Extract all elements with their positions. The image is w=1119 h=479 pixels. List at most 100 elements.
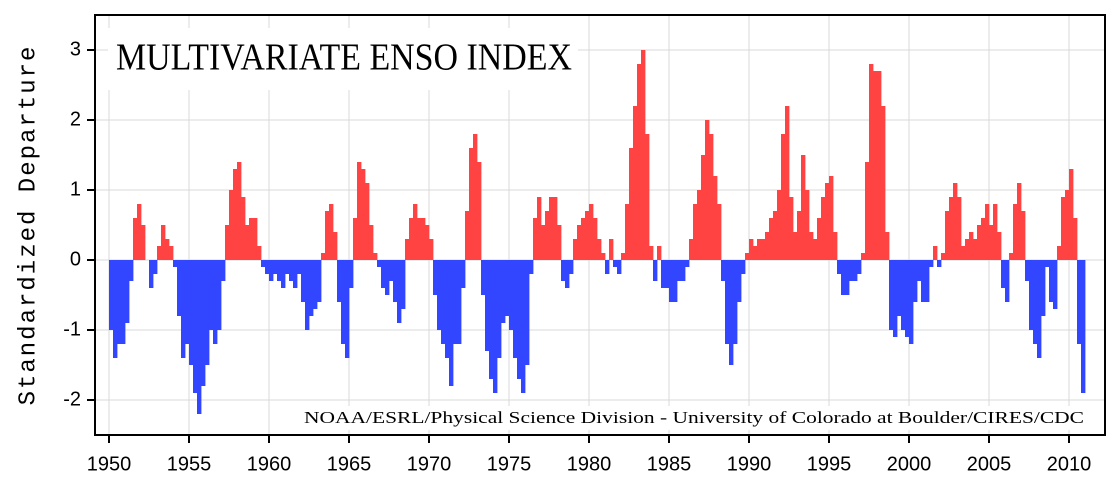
bar (997, 232, 1002, 260)
bar (557, 225, 562, 260)
bar (801, 155, 806, 260)
bar (793, 232, 798, 260)
bar (513, 260, 518, 358)
bar (677, 260, 682, 281)
bar (517, 260, 522, 379)
bar (329, 204, 334, 260)
bar (825, 183, 830, 260)
bar (785, 106, 790, 260)
bar (653, 260, 658, 281)
bar (525, 260, 530, 365)
bar (957, 197, 962, 260)
bar (185, 260, 190, 344)
bar (937, 260, 942, 267)
bar (321, 253, 326, 260)
bar (353, 218, 358, 260)
bar (269, 260, 274, 281)
bar (205, 260, 210, 365)
bar (337, 260, 342, 302)
bar (777, 190, 782, 260)
bar (257, 246, 262, 260)
bar (277, 260, 282, 281)
bar (613, 260, 618, 267)
bar (369, 225, 374, 260)
bar (461, 260, 466, 288)
bar (333, 232, 338, 260)
bar (833, 232, 838, 260)
bar (561, 260, 566, 281)
bar (881, 106, 886, 260)
bar (285, 260, 290, 274)
bar (209, 260, 214, 330)
bar (605, 260, 610, 274)
bar (1001, 260, 1006, 288)
bar (781, 134, 786, 260)
bar (241, 197, 246, 260)
bar (485, 260, 490, 351)
bar (157, 246, 162, 260)
bar (249, 218, 254, 260)
bar (925, 260, 930, 302)
bar (909, 260, 914, 344)
bar (649, 246, 654, 260)
bar (749, 239, 754, 260)
bar (193, 260, 198, 393)
bar (1077, 260, 1082, 344)
bar (317, 260, 322, 302)
bar (197, 260, 202, 414)
bar (953, 183, 958, 260)
bar (281, 260, 286, 288)
bar (301, 260, 306, 302)
bar (1045, 260, 1050, 267)
y-tick-label: -1 (63, 318, 81, 340)
bar (585, 211, 590, 260)
bar (225, 225, 230, 260)
bar (177, 260, 182, 316)
bar (765, 232, 770, 260)
bar (989, 225, 994, 260)
bar (981, 218, 986, 260)
bar (265, 260, 270, 274)
bar (873, 71, 878, 260)
bar (1033, 260, 1038, 344)
bar (1029, 260, 1034, 330)
bar (109, 260, 114, 330)
bar (977, 225, 982, 260)
bar (657, 246, 662, 260)
bar (813, 239, 818, 260)
bar (693, 204, 698, 260)
bar (789, 197, 794, 260)
bar (941, 253, 946, 260)
y-tick-label: 1 (70, 178, 81, 200)
bar (213, 260, 218, 344)
bar (365, 183, 370, 260)
bar (633, 106, 638, 260)
bar (489, 260, 494, 379)
bar (553, 197, 558, 260)
bar (273, 260, 278, 274)
chart-title: MULTIVARIATE ENSO INDEX (116, 37, 572, 79)
bar (885, 232, 890, 260)
bar (845, 260, 850, 295)
bar (741, 260, 746, 274)
bar (297, 260, 302, 274)
y-axis-label: Standardized Departure (15, 45, 42, 406)
x-tick-label: 1965 (327, 453, 372, 475)
bar (1037, 260, 1042, 358)
bar (705, 120, 710, 260)
bar (993, 204, 998, 260)
bar (709, 134, 714, 260)
bar (181, 260, 186, 358)
bar (661, 260, 666, 288)
bar (509, 260, 514, 330)
bar (201, 260, 206, 386)
bar (521, 260, 526, 393)
bar (725, 260, 730, 344)
credit-box (300, 406, 1090, 430)
bar (309, 260, 314, 316)
bar (189, 260, 194, 365)
bar (761, 239, 766, 260)
bar (113, 260, 118, 358)
bar (829, 176, 834, 260)
